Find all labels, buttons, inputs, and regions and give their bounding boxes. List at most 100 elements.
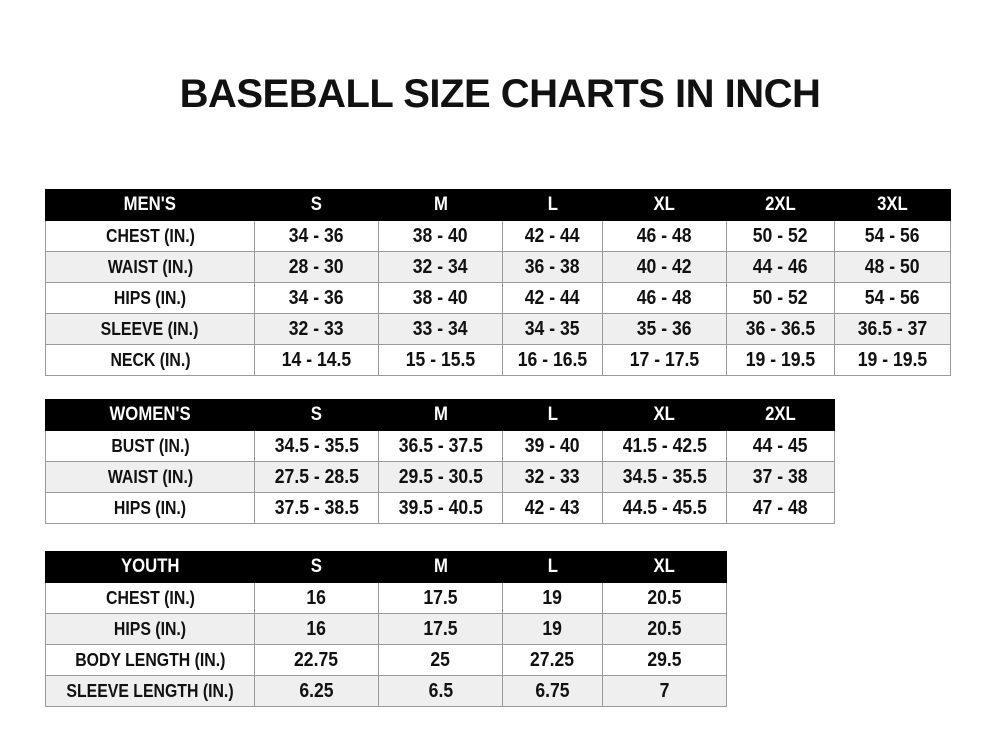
size-value: 47 - 48 (726, 492, 835, 524)
table-row: BODY LENGTH (IN.) 22.75 25 27.25 29.5 (45, 644, 727, 676)
size-value: 14 - 14.5 (254, 344, 379, 376)
size-value: 36 - 38 (502, 251, 603, 283)
table-row: HIPS (IN.) 16 17.5 19 20.5 (45, 613, 727, 645)
size-value: 27.5 - 28.5 (254, 461, 379, 493)
size-value: 38 - 40 (378, 282, 503, 314)
size-value: 46 - 48 (602, 282, 727, 314)
size-value: 39 - 40 (502, 430, 603, 462)
size-value: 19 (502, 582, 603, 614)
size-value: 34 - 36 (254, 220, 379, 252)
measurement-label: BUST (IN.) (45, 430, 255, 462)
size-header: 2XL (726, 399, 835, 431)
size-header: 3XL (834, 189, 951, 221)
size-value: 36.5 - 37 (834, 313, 951, 345)
size-value: 44 - 46 (726, 251, 835, 283)
size-value: 29.5 - 30.5 (378, 461, 503, 493)
size-header: S (254, 551, 379, 583)
size-header: XL (602, 399, 727, 431)
table-row: SLEEVE LENGTH (IN.) 6.25 6.5 6.75 7 (45, 675, 727, 707)
size-value: 42 - 44 (502, 282, 603, 314)
youth-size-table: YOUTH S M L XL CHEST (IN.) 16 17.5 19 20.5 HIPS (I… (45, 551, 727, 707)
size-value: 29.5 (602, 644, 727, 676)
measurement-label: CHEST (IN.) (45, 220, 255, 252)
measurement-label: WAIST (IN.) (45, 461, 255, 493)
size-value: 37.5 - 38.5 (254, 492, 379, 524)
size-value: 6.75 (502, 675, 603, 707)
size-value: 32 - 33 (254, 313, 379, 345)
measurement-label: HIPS (IN.) (45, 492, 255, 524)
size-value: 16 (254, 613, 379, 645)
header-row: YOUTH S M L XL (45, 551, 727, 583)
size-value: 17.5 (378, 582, 503, 614)
size-header: L (502, 551, 603, 583)
size-value: 36 - 36.5 (726, 313, 835, 345)
size-header: XL (602, 551, 727, 583)
size-value: 44 - 45 (726, 430, 835, 462)
size-value: 36.5 - 37.5 (378, 430, 503, 462)
size-header: M (378, 399, 503, 431)
size-value: 6.25 (254, 675, 379, 707)
size-value: 34 - 35 (502, 313, 603, 345)
size-header: M (378, 189, 503, 221)
header-row: MEN'S S M L XL 2XL 3XL (45, 189, 951, 221)
table-row: SLEEVE (IN.) 32 - 33 33 - 34 34 - 35 35 - 36… (45, 313, 951, 345)
size-value: 38 - 40 (378, 220, 503, 252)
size-header: XL (602, 189, 727, 221)
measurement-label: CHEST (IN.) (45, 582, 255, 614)
size-value: 19 - 19.5 (834, 344, 951, 376)
size-value: 44.5 - 45.5 (602, 492, 727, 524)
size-value: 6.5 (378, 675, 503, 707)
size-value: 35 - 36 (602, 313, 727, 345)
size-value: 37 - 38 (726, 461, 835, 493)
size-value: 34.5 - 35.5 (602, 461, 727, 493)
measurement-label: NECK (IN.) (45, 344, 255, 376)
size-header: M (378, 551, 503, 583)
measurement-label: WAIST (IN.) (45, 251, 255, 283)
size-value: 22.75 (254, 644, 379, 676)
size-header: S (254, 399, 379, 431)
size-value: 27.25 (502, 644, 603, 676)
table-row: CHEST (IN.) 16 17.5 19 20.5 (45, 582, 727, 614)
category-header: WOMEN'S (45, 399, 255, 431)
size-header: 2XL (726, 189, 835, 221)
size-value: 28 - 30 (254, 251, 379, 283)
size-value: 15 - 15.5 (378, 344, 503, 376)
measurement-label: HIPS (IN.) (45, 613, 255, 645)
size-value: 19 (502, 613, 603, 645)
size-value: 50 - 52 (726, 220, 835, 252)
size-value: 54 - 56 (834, 220, 951, 252)
table-row: WAIST (IN.) 27.5 - 28.5 29.5 - 30.5 32 - 33… (45, 461, 835, 493)
size-value: 42 - 44 (502, 220, 603, 252)
size-value: 33 - 34 (378, 313, 503, 345)
size-header: S (254, 189, 379, 221)
size-header: L (502, 189, 603, 221)
size-value: 34 - 36 (254, 282, 379, 314)
mens-size-table: MEN'S S M L XL 2XL 3XL CHEST (IN.) 34 - 36 38 - 4… (45, 189, 951, 376)
measurement-label: HIPS (IN.) (45, 282, 255, 314)
measurement-label: SLEEVE (IN.) (45, 313, 255, 345)
size-value: 40 - 42 (602, 251, 727, 283)
category-header: YOUTH (45, 551, 255, 583)
size-header: L (502, 399, 603, 431)
size-value: 34.5 - 35.5 (254, 430, 379, 462)
table-row: BUST (IN.) 34.5 - 35.5 36.5 - 37.5 39 - 40 4… (45, 430, 835, 462)
size-value: 54 - 56 (834, 282, 951, 314)
size-value: 39.5 - 40.5 (378, 492, 503, 524)
measurement-label: SLEEVE LENGTH (IN.) (45, 675, 255, 707)
table-row: HIPS (IN.) 34 - 36 38 - 40 42 - 44 46 - 48 50… (45, 282, 951, 314)
header-row: WOMEN'S S M L XL 2XL (45, 399, 835, 431)
page-title: BASEBALL SIZE CHARTS IN INCH (179, 72, 821, 116)
size-value: 46 - 48 (602, 220, 727, 252)
size-value: 42 - 43 (502, 492, 603, 524)
table-row: NECK (IN.) 14 - 14.5 15 - 15.5 16 - 16.5 17 … (45, 344, 951, 376)
table-row: WAIST (IN.) 28 - 30 32 - 34 36 - 38 40 - 42 4… (45, 251, 951, 283)
size-value: 7 (602, 675, 727, 707)
size-value: 16 (254, 582, 379, 614)
category-header: MEN'S (45, 189, 255, 221)
table-row: HIPS (IN.) 37.5 - 38.5 39.5 - 40.5 42 - 43 4… (45, 492, 835, 524)
size-value: 32 - 34 (378, 251, 503, 283)
size-value: 41.5 - 42.5 (602, 430, 727, 462)
size-value: 20.5 (602, 613, 727, 645)
size-value: 19 - 19.5 (726, 344, 835, 376)
size-value: 17 - 17.5 (602, 344, 727, 376)
